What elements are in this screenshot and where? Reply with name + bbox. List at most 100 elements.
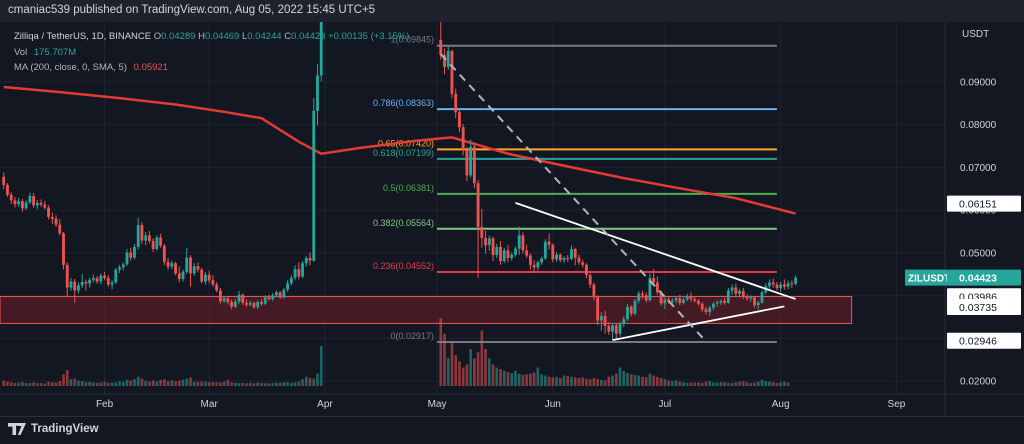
candle-body	[495, 246, 499, 256]
volume-bar	[566, 376, 570, 386]
volume-bar	[248, 382, 252, 386]
vol-value: 175.707M	[33, 47, 77, 58]
candle-body	[540, 258, 544, 263]
candle-body	[730, 287, 734, 291]
candle-body	[618, 323, 622, 334]
volume-bar	[319, 346, 323, 386]
candle-body	[756, 302, 760, 306]
volume-bar	[727, 382, 730, 386]
candle-body	[562, 258, 566, 261]
volume-bar	[207, 382, 211, 386]
volume-bar	[600, 379, 603, 386]
volume-bar	[170, 380, 174, 386]
volume-bar	[13, 382, 17, 386]
candle-body	[525, 250, 529, 256]
candle-body	[551, 244, 555, 260]
price-tag-bg	[947, 332, 1021, 349]
volume-bar	[555, 376, 558, 386]
volume-bar	[58, 381, 62, 386]
candle-body	[771, 282, 775, 285]
candle-body	[659, 292, 663, 304]
candle-body	[738, 290, 741, 294]
candle-body	[528, 255, 532, 265]
candle-body	[674, 298, 678, 301]
candle-body	[32, 196, 36, 206]
volume-bar	[241, 382, 245, 386]
fib-level-label: 0.618(0.07199)	[373, 148, 434, 158]
volume-bar	[103, 381, 106, 386]
volume-bar	[316, 373, 319, 386]
volume-bar	[779, 382, 782, 386]
volume-bar	[95, 382, 99, 386]
candle-body	[566, 258, 570, 260]
candle-body	[286, 283, 290, 290]
tradingview-logo[interactable]: TradingView	[8, 423, 99, 435]
price-tick-label: 0.08000	[960, 120, 997, 131]
candle-body	[491, 238, 495, 256]
volume-bar	[21, 382, 24, 386]
volume-bar	[697, 382, 700, 386]
volume-bar	[185, 378, 189, 386]
candle-body	[465, 149, 469, 176]
fib-level-label: 1(0.09845)	[390, 35, 434, 45]
volume-bar	[204, 381, 207, 386]
volume-bar	[618, 367, 622, 386]
volume-bar	[290, 382, 293, 386]
candle-body	[35, 202, 39, 206]
candle-body	[144, 235, 148, 241]
candle-body	[711, 303, 715, 308]
volume-bar	[17, 382, 20, 386]
candle-body	[136, 225, 140, 247]
volume-bar	[734, 382, 738, 386]
volume-bar	[570, 376, 573, 386]
candle-body	[439, 39, 443, 55]
candles	[2, 22, 798, 341]
candle-body	[689, 296, 693, 300]
candle-body	[454, 93, 458, 113]
candle-body	[648, 278, 652, 301]
volume-bar	[80, 381, 84, 386]
candle-body	[667, 299, 671, 302]
candle-body	[786, 283, 790, 287]
ohlc-value-h: 0.04469	[204, 31, 240, 42]
candle-body	[484, 237, 487, 246]
volume-bar	[189, 377, 192, 386]
volume-bar	[166, 381, 170, 386]
volume-bar	[786, 382, 790, 386]
volume-bar	[2, 380, 6, 386]
ohlc-key-l: L	[239, 31, 248, 42]
candle-body	[162, 245, 166, 262]
candle-body	[312, 110, 316, 261]
candle-body	[626, 306, 629, 320]
volume-bar	[282, 382, 286, 386]
candle-body	[532, 264, 536, 268]
volume-bar	[473, 358, 476, 386]
volume-bar	[585, 378, 588, 386]
candlestick-chart[interactable]: 1(0.09845) 0.786(0.08363) 0.65(0.07420)0.6…	[0, 22, 1024, 416]
candle-body	[147, 235, 151, 241]
volume-bar	[540, 374, 543, 386]
price-tag: 0.04423	[959, 273, 997, 285]
candle-body	[77, 285, 80, 291]
price-tick-label: 0.09000	[960, 77, 997, 88]
candle-body	[69, 281, 73, 288]
volume-bar	[469, 349, 472, 386]
volume-bar	[443, 333, 446, 386]
candle-body	[603, 316, 607, 327]
volume-bar	[656, 376, 659, 386]
candle-body	[65, 264, 69, 288]
time-tick-label: Feb	[96, 399, 114, 410]
ma-label: MA (200, close, 0, SMA, 5)	[14, 62, 127, 73]
candle-body	[192, 266, 196, 274]
volume-bar	[151, 380, 155, 386]
volume-bar	[764, 381, 768, 386]
vol-label: Vol	[14, 47, 28, 58]
candle-body	[304, 258, 308, 264]
volume-bar	[181, 379, 185, 386]
candle-body	[133, 246, 136, 258]
candle-body	[502, 250, 506, 262]
candle-body	[125, 252, 129, 265]
ohlc-value-o: 0.04289	[161, 31, 196, 42]
volume-bar	[745, 382, 749, 386]
candle-body	[633, 300, 637, 314]
